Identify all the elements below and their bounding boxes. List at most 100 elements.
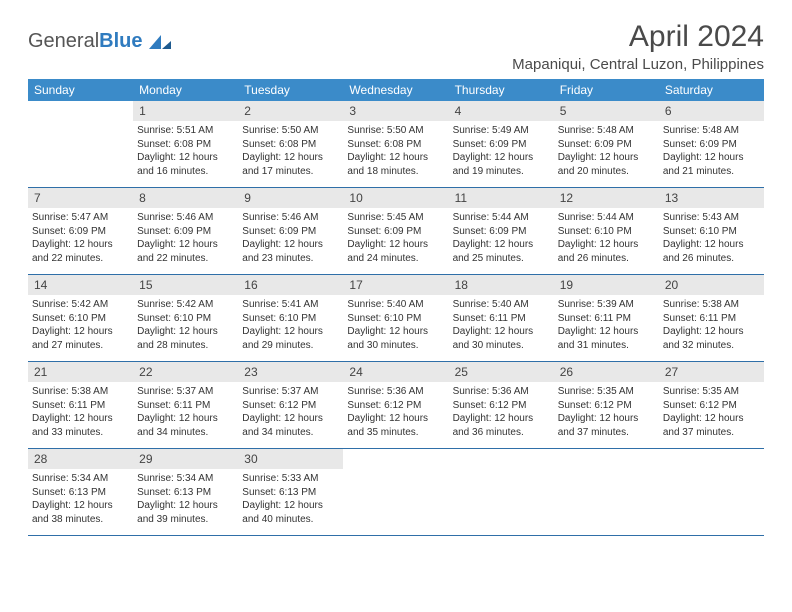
sunset-line: Sunset: 6:11 PM	[453, 312, 550, 326]
sunset-value: 6:12 PM	[594, 400, 631, 411]
sunset-label: Sunset:	[347, 139, 381, 150]
daylight-label: Daylight:	[453, 326, 492, 337]
sunset-value: 6:10 PM	[174, 313, 211, 324]
sunrise-label: Sunrise:	[347, 386, 384, 397]
daylight-label: Daylight:	[32, 239, 71, 250]
day-cell	[449, 449, 554, 535]
sunset-line: Sunset: 6:12 PM	[663, 399, 760, 413]
day-cell: 19 Sunrise: 5:39 AMSunset: 6:11 PMDayligh…	[554, 275, 659, 361]
sunset-value: 6:13 PM	[174, 487, 211, 498]
sunset-value: 6:10 PM	[384, 313, 421, 324]
sunrise-label: Sunrise:	[558, 299, 595, 310]
day-number: 15	[133, 275, 238, 295]
weekday-header-row: Sunday Monday Tuesday Wednesday Thursday…	[28, 79, 764, 101]
day-cell	[28, 101, 133, 187]
day-number: 2	[238, 101, 343, 121]
sunset-label: Sunset:	[137, 400, 171, 411]
day-number: 28	[28, 449, 133, 469]
daylight-line: Daylight: 12 hours and 27 minutes.	[32, 325, 129, 352]
day-body: Sunrise: 5:36 AMSunset: 6:12 PMDaylight:…	[449, 382, 554, 443]
weekday-sunday: Sunday	[28, 79, 133, 101]
sunrise-label: Sunrise:	[347, 299, 384, 310]
day-number: 19	[554, 275, 659, 295]
sunrise-value: 5:33 AM	[282, 473, 319, 484]
sunset-label: Sunset:	[663, 313, 697, 324]
sunrise-line: Sunrise: 5:37 AM	[137, 385, 234, 399]
daylight-label: Daylight:	[663, 152, 702, 163]
sunset-value: 6:11 PM	[174, 400, 211, 411]
daylight-line: Daylight: 12 hours and 37 minutes.	[663, 412, 760, 439]
sunset-line: Sunset: 6:11 PM	[558, 312, 655, 326]
sunrise-label: Sunrise:	[558, 386, 595, 397]
sunset-value: 6:13 PM	[279, 487, 316, 498]
sunset-label: Sunset:	[558, 139, 592, 150]
daylight-label: Daylight:	[137, 500, 176, 511]
sunrise-value: 5:38 AM	[702, 299, 739, 310]
daylight-label: Daylight:	[663, 326, 702, 337]
daylight-line: Daylight: 12 hours and 21 minutes.	[663, 151, 760, 178]
day-cell: 21Sunrise: 5:38 AMSunset: 6:11 PMDayligh…	[28, 362, 133, 448]
weekday-saturday: Saturday	[659, 79, 764, 101]
week-row: 7Sunrise: 5:47 AMSunset: 6:09 PMDaylight…	[28, 188, 764, 275]
sunset-label: Sunset:	[663, 400, 697, 411]
daylight-line: Daylight: 12 hours and 34 minutes.	[242, 412, 339, 439]
sunrise-label: Sunrise:	[558, 212, 595, 223]
daylight-line: Daylight: 12 hours and 18 minutes.	[347, 151, 444, 178]
day-number: 25	[449, 362, 554, 382]
sunrise-label: Sunrise:	[32, 212, 69, 223]
daylight-label: Daylight:	[558, 326, 597, 337]
day-body: Sunrise: 5:36 AMSunset: 6:12 PMDaylight:…	[343, 382, 448, 443]
day-cell: 10Sunrise: 5:45 AMSunset: 6:09 PMDayligh…	[343, 188, 448, 274]
sunset-line: Sunset: 6:12 PM	[242, 399, 339, 413]
sunrise-label: Sunrise:	[242, 386, 279, 397]
day-body: Sunrise: 5:35 AMSunset: 6:12 PMDaylight:…	[659, 382, 764, 443]
sunset-label: Sunset:	[558, 313, 592, 324]
day-body: Sunrise: 5:45 AMSunset: 6:09 PMDaylight:…	[343, 208, 448, 269]
sunrise-line: Sunrise: 5:44 AM	[453, 211, 550, 225]
day-body: Sunrise: 5:42 AMSunset: 6:10 PMDaylight:…	[28, 295, 133, 356]
sunrise-line: Sunrise: 5:40 AM	[347, 298, 444, 312]
sunset-value: 6:12 PM	[489, 400, 526, 411]
sunset-line: Sunset: 6:10 PM	[32, 312, 129, 326]
sunrise-value: 5:41 AM	[282, 299, 319, 310]
day-body: Sunrise: 5:34 AMSunset: 6:13 PMDaylight:…	[28, 469, 133, 530]
sunrise-value: 5:47 AM	[71, 212, 108, 223]
daylight-label: Daylight:	[453, 152, 492, 163]
sunset-value: 6:12 PM	[384, 400, 421, 411]
weekday-friday: Friday	[554, 79, 659, 101]
day-body: Sunrise: 5:38 AMSunset: 6:11 PMDaylight:…	[659, 295, 764, 356]
day-number: 10	[343, 188, 448, 208]
sunrise-line: Sunrise: 5:39 AM	[558, 298, 655, 312]
sunset-label: Sunset:	[137, 226, 171, 237]
sunset-line: Sunset: 6:10 PM	[242, 312, 339, 326]
day-number: 13	[659, 188, 764, 208]
sunrise-label: Sunrise:	[32, 473, 69, 484]
day-body: Sunrise: 5:51 AMSunset: 6:08 PMDaylight:…	[133, 121, 238, 182]
daylight-line: Daylight: 12 hours and 39 minutes.	[137, 499, 234, 526]
sunrise-value: 5:38 AM	[71, 386, 108, 397]
sunrise-value: 5:37 AM	[282, 386, 319, 397]
sunrise-line: Sunrise: 5:44 AM	[558, 211, 655, 225]
daylight-line: Daylight: 12 hours and 17 minutes.	[242, 151, 339, 178]
daylight-line: Daylight: 12 hours and 26 minutes.	[558, 238, 655, 265]
sunset-label: Sunset:	[453, 400, 487, 411]
location: Mapaniqui, Central Luzon, Philippines	[512, 56, 764, 73]
logo: GeneralBlue	[28, 20, 173, 53]
day-cell: 13Sunrise: 5:43 AMSunset: 6:10 PMDayligh…	[659, 188, 764, 274]
sunset-label: Sunset:	[32, 313, 66, 324]
day-cell: 18Sunrise: 5:40 AMSunset: 6:11 PMDayligh…	[449, 275, 554, 361]
day-cell: 3Sunrise: 5:50 AMSunset: 6:08 PMDaylight…	[343, 101, 448, 187]
daylight-label: Daylight:	[242, 326, 281, 337]
sunrise-line: Sunrise: 5:46 AM	[137, 211, 234, 225]
weekday-tuesday: Tuesday	[238, 79, 343, 101]
daylight-label: Daylight:	[558, 152, 597, 163]
day-number: 12	[554, 188, 659, 208]
sunrise-value: 5:50 AM	[282, 125, 319, 136]
sunset-label: Sunset:	[242, 139, 276, 150]
sunset-value: 6:09 PM	[69, 226, 106, 237]
sunrise-label: Sunrise:	[347, 212, 384, 223]
sunrise-label: Sunrise:	[137, 125, 174, 136]
sunrise-label: Sunrise:	[242, 212, 279, 223]
day-body: Sunrise: 5:47 AMSunset: 6:09 PMDaylight:…	[28, 208, 133, 269]
sunset-line: Sunset: 6:09 PM	[242, 225, 339, 239]
